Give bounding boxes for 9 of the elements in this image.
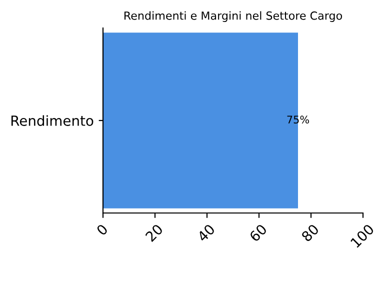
x-tick-label: 60 [248, 224, 268, 242]
chart-title: Rendimenti e Margini nel Settore Cargo [124, 11, 342, 22]
x-tick-label: 100 [350, 224, 375, 248]
data-label: 75% [287, 116, 309, 124]
x-tick-label: 80 [300, 224, 320, 242]
x-tick-label: 40 [196, 224, 216, 242]
y-tick-label: Rendimento [11, 115, 94, 126]
x-tick-label: 20 [144, 224, 164, 242]
x-tick-label: 0 [96, 224, 108, 236]
